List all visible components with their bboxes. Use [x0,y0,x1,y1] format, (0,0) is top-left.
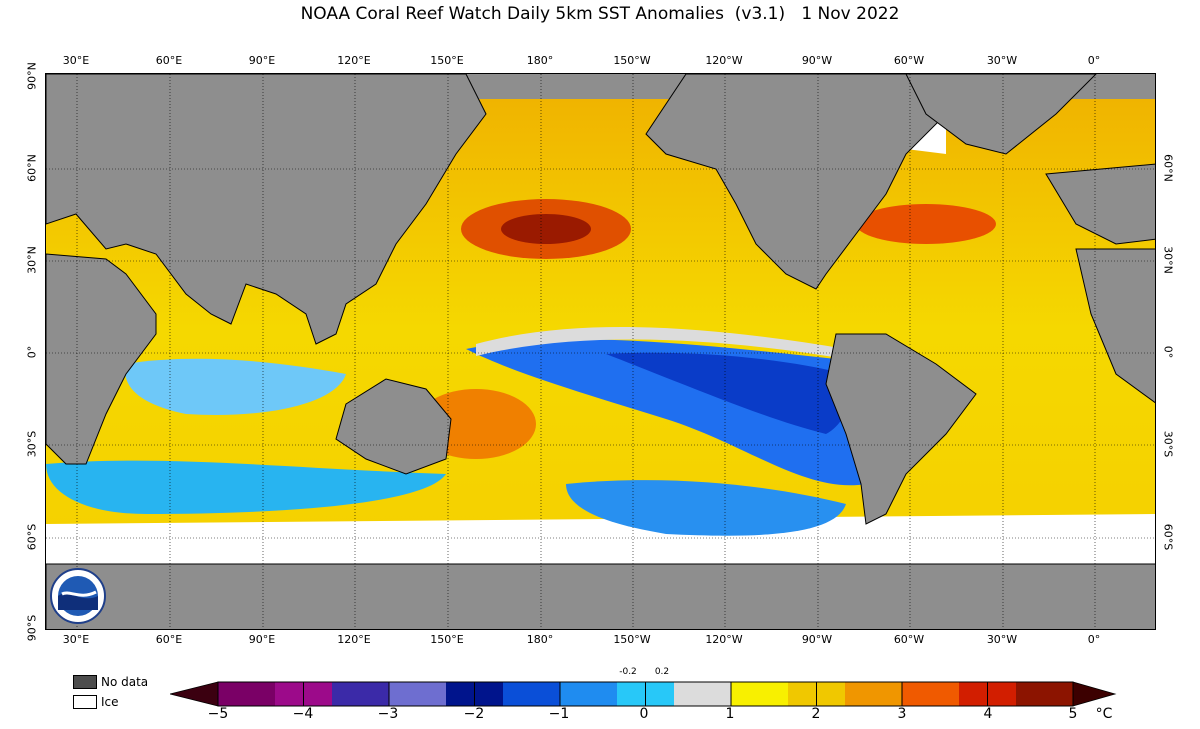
colorbar-arrow-right [1072,681,1117,707]
land-eurasia [46,74,487,345]
lat-label: 60°S [25,523,39,551]
lon-label: 60°W [893,633,925,646]
lon-label: 60°E [155,633,183,646]
colorbar-segment [902,682,960,706]
lon-label: 150°E [430,54,464,67]
lat-label: 60°N [1161,154,1175,182]
cold-anomaly-indian-ocean [125,358,346,415]
warm-anomaly-north-atlantic [856,204,996,244]
land-europe-west [1045,163,1155,245]
lat-label: 0° [1161,345,1175,359]
lon-label: 90°E [248,633,276,646]
land-antarctica [46,563,1155,629]
land-africa [46,253,157,465]
lon-label: 180° [526,633,554,646]
colorbar-tick: 4 [983,706,993,722]
colorbar-tick: 0 [639,706,649,722]
lon-label: 180° [526,54,554,67]
map-svg [46,74,1155,629]
colorbar-tick: 1 [725,706,735,722]
lon-label: 30°E [62,54,90,67]
colorbar-tick: 5 [1068,706,1078,722]
lon-label: 30°E [62,633,90,646]
colorbar-segment [1016,682,1074,706]
noaa-logo [50,568,106,624]
lon-label: 120°W [705,54,743,67]
colorbar-unit: °C [1095,706,1113,722]
lon-label: 90°E [248,54,276,67]
lon-label: 60°E [155,54,183,67]
cold-anomaly-equatorial-core [606,352,850,434]
colorbar [170,681,1117,707]
sst-anomaly-map [45,73,1156,630]
lon-label: 0° [1087,633,1101,646]
colorbar-segment [731,682,789,706]
graticule [46,74,1155,629]
land-greenland [905,74,1097,155]
colorbar-arrow-left [170,681,219,707]
land-west-africa [1075,248,1155,404]
lon-label: 30°W [986,633,1018,646]
colorbar-tick: 2 [811,706,821,722]
lat-label: 30°S [25,430,39,458]
lat-label: 30°S [1161,430,1175,458]
lon-label: 120°E [337,633,371,646]
lat-label: 0° [25,345,39,359]
lon-label: 150°W [613,633,651,646]
lon-label: 150°W [613,54,651,67]
colorbar-small-tick: -0.2 [619,667,637,677]
lat-label: 90°N [25,62,39,90]
colorbar-segment [674,682,732,706]
neutral-band [476,327,846,359]
colorbar-segment [503,682,561,706]
colorbar-segment [389,682,447,706]
lon-label: 150°E [430,633,464,646]
lat-label: 30°N [25,246,39,274]
colorbar-tick: −3 [377,706,399,722]
colorbar-tick: −2 [463,706,485,722]
ice-label: Ice [101,695,119,709]
lat-label: 60°N [25,154,39,182]
lon-label: 30°W [986,54,1018,67]
no-data-swatch [73,675,97,689]
lat-label: 90°S [25,614,39,642]
land-north-america [645,74,1047,290]
ice-swatch [73,695,97,709]
lon-label: 0° [1087,54,1101,67]
cold-anomaly-southern-ocean [46,460,446,514]
colorbar-segment [218,682,276,706]
lat-label: 60°S [1161,523,1175,551]
map-title: NOAA Coral Reef Watch Daily 5km SST Anom… [300,4,900,24]
colorbar-tick: −4 [292,706,314,722]
colorbar-small-tick: 0.2 [654,667,670,677]
land-australia [335,378,452,475]
lon-label: 60°W [893,54,925,67]
land-south-america [825,333,977,525]
colorbar-segment [560,682,618,706]
lon-label: 90°W [801,54,833,67]
lon-label: 120°E [337,54,371,67]
no-data-label: No data [101,675,149,689]
lat-label: 30°N [1161,246,1175,274]
colorbar-segment [332,682,390,706]
colorbar-tick: 3 [897,706,907,722]
noaa-logo-icon [58,576,98,616]
colorbar-segment [845,682,903,706]
warm-anomaly-north-pacific-core [501,214,591,244]
colorbar-tick: −1 [548,706,570,722]
cold-anomaly-south-pacific [566,480,846,536]
colorbar-tick: −5 [207,706,229,722]
lon-label: 90°W [801,633,833,646]
lon-label: 120°W [705,633,743,646]
